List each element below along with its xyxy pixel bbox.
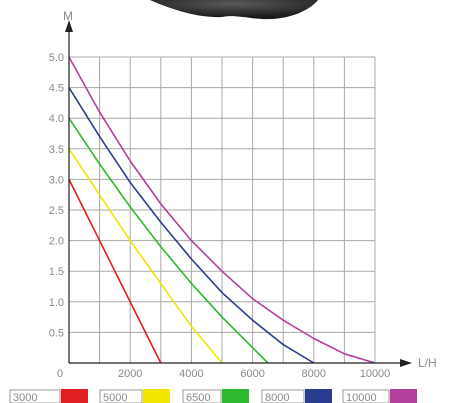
tick-labels: 0 2000 4000 6000 8000 10000 0.5 1.0 1.5 2.0 2.5 3.0… [49,52,391,380]
legend-label-box [99,389,143,403]
y-tick-label: 5.0 [49,52,64,64]
legend-item-8000: 8000 [261,389,332,403]
y-tick-label: 4.0 [49,113,64,125]
y-tick-label: 2.5 [49,205,64,217]
legend-swatch [222,389,249,403]
series-line-10000 [68,56,376,364]
legend: 3000 5000 6500 8000 10000 [9,389,417,403]
legend-item-3000: 3000 [9,389,88,403]
y-tick-label: 1.5 [49,266,64,278]
x-tick-label: 8000 [302,368,326,380]
y-axis-arrow-icon [65,20,73,32]
legend-label: 3000 [13,392,37,403]
series-line-5000 [68,148,223,364]
legend-label-box [261,389,305,403]
y-tick-label: 3.0 [49,174,64,186]
legend-swatch [305,389,332,403]
x-axis-arrow-icon [400,359,412,367]
legend-label: 8000 [265,392,289,403]
series-line-3000 [68,179,162,364]
legend-item-6500: 6500 [182,389,249,403]
legend-label: 6500 [186,392,210,403]
x-tick-label: 10000 [360,368,391,380]
legend-label-box [182,389,222,403]
x-tick-label: 0 [57,368,63,380]
y-tick-label: 4.5 [49,83,64,95]
axes: M L/H [63,9,437,370]
x-axis-label: L/H [418,356,437,370]
legend-swatch [390,389,417,403]
series-line-8000 [68,87,315,364]
legend-swatch [143,389,170,403]
y-axis-label: M [63,9,73,23]
legend-label: 5000 [103,392,127,403]
x-tick-label: 4000 [179,368,203,380]
legend-item-10000: 10000 [342,389,417,403]
y-tick-label: 3.5 [49,144,64,156]
y-tick-label: 0.5 [49,327,64,339]
x-tick-label: 2000 [118,368,142,380]
product-image-fragment [150,0,318,20]
legend-label-box [342,389,390,403]
y-tick-label: 2.0 [49,236,64,248]
series-line-6500 [68,117,269,364]
legend-item-5000: 5000 [99,389,170,403]
x-tick-label: 6000 [240,368,264,380]
legend-swatch [61,389,88,403]
legend-label: 10000 [346,392,377,403]
series-layer [68,56,376,364]
legend-label-box [9,389,61,403]
y-tick-label: 1.0 [49,297,64,309]
